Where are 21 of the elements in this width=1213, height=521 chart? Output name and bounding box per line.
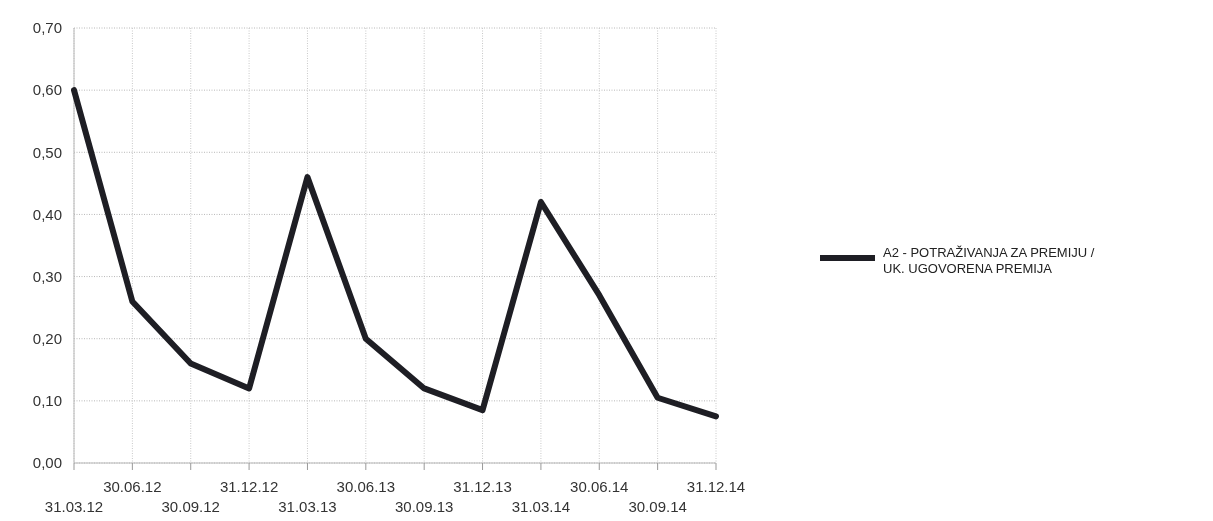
y-tick-label: 0,70	[32, 19, 62, 37]
x-tick-label: 31.12.13	[453, 478, 512, 496]
x-tick-label: 31.03.13	[278, 498, 337, 516]
y-tick-label: 0,40	[32, 205, 62, 223]
x-tick-label: 30.09.14	[628, 498, 687, 516]
x-tick-label: 30.06.12	[103, 478, 162, 496]
x-tick-label: 30.09.13	[394, 498, 454, 516]
x-tick-label: 30.06.14	[570, 478, 629, 496]
x-tick-label: 31.12.12	[219, 478, 279, 496]
x-tick-label: 30.06.13	[336, 478, 396, 496]
y-tick-label: 0,60	[32, 81, 62, 99]
y-tick-label: 0,50	[32, 143, 62, 161]
x-tick-label: 31.12.14	[686, 478, 746, 496]
legend-label: A2 - POTRAŽIVANJA ZA PREMIJU / UK. UGOVORENA PREMIJA	[883, 244, 1095, 276]
x-tick-label: 31.03.14	[511, 498, 571, 516]
x-tick-label: 31.03.12	[44, 498, 104, 516]
y-tick-label: 0,20	[32, 329, 62, 347]
y-tick-label: 0,30	[32, 267, 62, 285]
y-tick-label: 0,10	[32, 392, 62, 410]
x-tick-label: 30.09.12	[161, 498, 220, 516]
y-tick-label: 0,00	[32, 454, 62, 472]
